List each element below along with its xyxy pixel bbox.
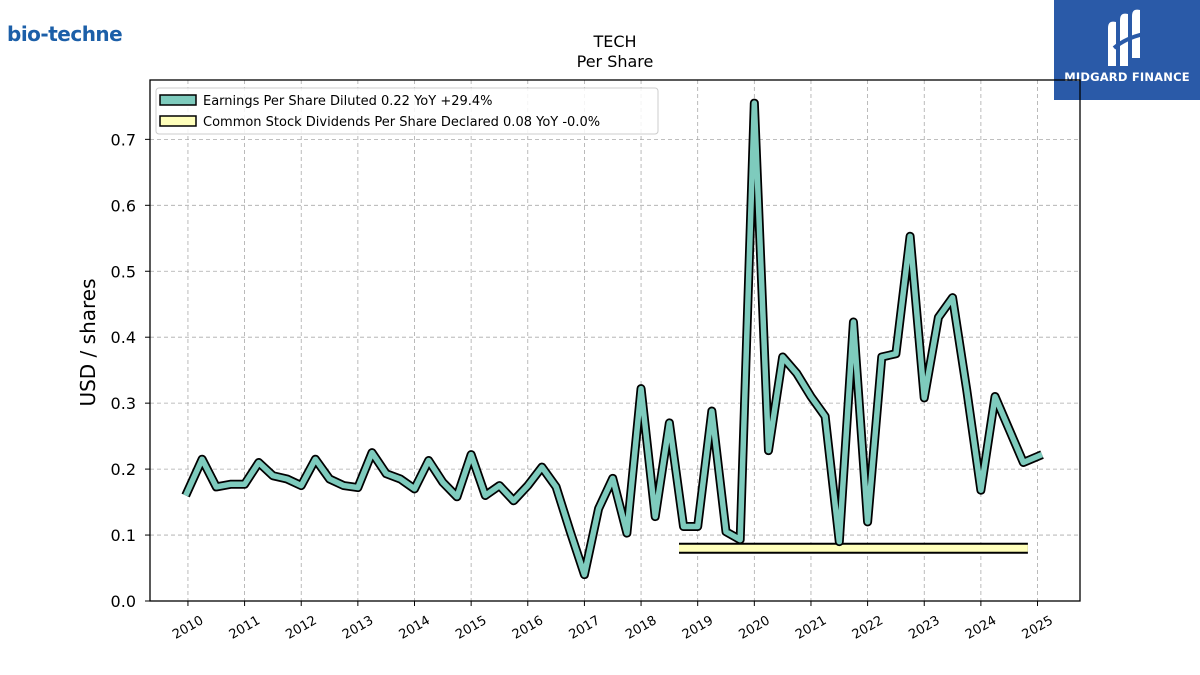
x-tick-label: 2020 (737, 613, 773, 643)
eps-line-outline (181, 98, 1044, 580)
x-axis: 2010 2011 2012 2013 2014 2015 2016 2017 2018 2019… (170, 601, 1056, 643)
legend-entry: Earnings Per Share Diluted 0.22 YoY +29.… (203, 94, 493, 109)
y-tick-label: 0.6 (111, 196, 136, 215)
chart-title: TECH (593, 32, 637, 51)
x-tick-label: 2022 (850, 613, 886, 643)
x-tick-label: 2018 (623, 613, 659, 643)
chart-subtitle: Per Share (576, 52, 654, 71)
midgard-emblem-icon (1108, 9, 1145, 67)
y-tick-label: 0.2 (111, 460, 136, 479)
y-tick-label: 0.4 (111, 328, 136, 347)
y-axis: 0.0 0.1 0.2 0.3 0.4 0.5 0.6 0.7 (111, 130, 150, 611)
midgard-finance-logo: MIDGARD FINANCE (1054, 0, 1200, 100)
legend-entry: Common Stock Dividends Per Share Declare… (203, 115, 600, 130)
x-tick-label: 2010 (170, 613, 206, 643)
x-tick-label: 2025 (1020, 613, 1056, 643)
eps-line (183, 100, 1044, 578)
y-tick-label: 0.3 (111, 394, 136, 413)
y-tick-label: 0.1 (111, 526, 136, 545)
x-tick-label: 2024 (963, 613, 999, 643)
y-tick-label: 0.5 (111, 262, 136, 281)
legend: Earnings Per Share Diluted 0.22 YoY +29.… (155, 87, 659, 135)
x-tick-label: 2012 (283, 613, 319, 643)
x-tick-label: 2017 (567, 613, 603, 643)
series-layer (181, 98, 1044, 580)
x-tick-label: 2016 (510, 613, 546, 643)
bio-techne-logo: bio-techne (7, 22, 123, 46)
legend-swatch (159, 115, 197, 127)
chart-title-block: TECH Per Share (0, 32, 1200, 72)
grid (150, 80, 1080, 602)
x-tick-label: 2019 (680, 613, 716, 643)
y-tick-label: 0.7 (111, 130, 136, 149)
x-tick-label: 2014 (397, 613, 433, 643)
x-tick-label: 2021 (793, 613, 829, 643)
y-axis-label: USD / shares (76, 278, 100, 406)
x-tick-label: 2023 (906, 613, 942, 643)
x-tick-label: 2011 (227, 613, 263, 643)
plot-frame (149, 79, 1081, 602)
x-tick-label: 2013 (340, 613, 376, 643)
x-tick-label: 2015 (453, 613, 489, 643)
legend-box (155, 87, 659, 135)
midgard-finance-text: MIDGARD FINANCE (1064, 70, 1190, 84)
y-tick-label: 0.0 (111, 592, 136, 611)
legend-swatch (159, 94, 197, 106)
